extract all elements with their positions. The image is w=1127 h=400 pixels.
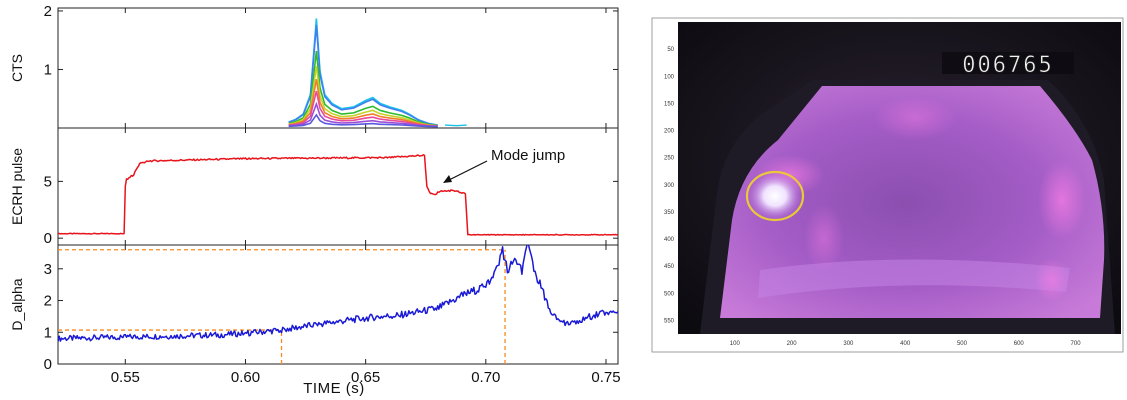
camera-x-ticks: 100 200 300 400 500 600 700	[730, 341, 1081, 347]
x-tick-label-0: 0.55	[111, 369, 140, 386]
camera-x-tick-5: 600	[1014, 341, 1025, 347]
dalpha-panel: 0 1 2 3 D_alpha	[9, 244, 619, 373]
ecrh-frame	[57, 127, 619, 246]
camera-y-tick-4: 250	[664, 156, 675, 162]
camera-y-tick-8: 450	[664, 264, 675, 270]
cts-series-5	[288, 90, 438, 127]
dalpha-ytick-label-3: 3	[44, 261, 52, 278]
plasma-glow-right	[1038, 160, 1086, 240]
camera-x-tick-1: 200	[787, 341, 798, 347]
dalpha-ytick-label-0: 0	[44, 356, 52, 373]
counter-background	[942, 52, 1074, 74]
camera-x-tick-2: 300	[843, 341, 854, 347]
ecrh-plot-area	[58, 154, 618, 236]
x-tick-label-1: 0.60	[231, 369, 260, 386]
cts-ytick-label-1: 2	[44, 3, 52, 20]
arrow-head	[443, 175, 452, 183]
dalpha-ylabel: D_alpha	[9, 278, 25, 330]
camera-y-tick-5: 300	[664, 183, 675, 189]
plasma-glow-lower-right	[1034, 258, 1070, 302]
hot-spot	[747, 171, 803, 221]
ecrh-ylabel: ECRH pulse	[9, 148, 25, 225]
camera-y-tick-3: 200	[664, 129, 675, 135]
time-axis: 0.55 0.60 0.65 0.70 0.75	[111, 369, 621, 386]
cts-frame	[57, 7, 619, 129]
camera-y-tick-9: 500	[664, 291, 675, 297]
ecrh-signal	[58, 154, 618, 236]
cts-series-1	[288, 24, 438, 126]
dalpha-plot-area	[58, 245, 618, 364]
camera-x-tick-0: 100	[730, 341, 741, 347]
plasma-band-lower	[758, 259, 1070, 298]
camera-x-tick-4: 500	[957, 341, 968, 347]
frame-counter: 006765	[962, 53, 1053, 78]
camera-image: 006765 100 200 300 400 500 600 700 50 100 150 200…	[651, 17, 1124, 353]
cts-panel: 1 2 CTS	[9, 3, 619, 129]
annotation-text: Mode jump	[491, 147, 565, 164]
cts-plot-area	[288, 18, 467, 128]
cts-series-4	[288, 79, 438, 127]
cts-ylabel: CTS	[9, 54, 25, 82]
camera-y-tick-6: 350	[664, 210, 675, 216]
ecrh-panel: 0 5 ECRH pulse	[9, 127, 619, 247]
x-tick-label-4: 0.75	[591, 369, 620, 386]
camera-y-tick-10: 550	[664, 318, 675, 324]
camera-y-tick-2: 150	[664, 101, 675, 107]
cts-ytick-label-0: 1	[44, 61, 52, 78]
plasma-glow-lower-left	[804, 204, 844, 272]
camera-x-tick-6: 700	[1071, 341, 1082, 347]
ecrh-ytick-label-0: 0	[44, 230, 52, 247]
camera-y-tick-0: 50	[667, 47, 674, 53]
highlight-circle	[745, 170, 805, 222]
cts-series-6	[288, 101, 438, 128]
x-tick-label-3: 0.70	[471, 369, 500, 386]
camera-x-tick-3: 400	[900, 341, 911, 347]
dalpha-frame	[57, 244, 619, 365]
x-axis-label: TIME (s)	[303, 380, 365, 397]
annotation-arrow	[446, 160, 488, 182]
ecrh-ytick-label-1: 5	[44, 173, 52, 190]
cts-tail	[444, 124, 467, 127]
camera-y-ticks: 50 100 150 200 250 300 350 400 450 500 550	[664, 47, 675, 324]
cts-series-7	[288, 113, 438, 128]
plasma-glow-top	[873, 96, 957, 140]
dalpha-ytick-label-1: 1	[44, 324, 52, 341]
camera-y-tick-7: 400	[664, 237, 675, 243]
dalpha-ytick-label-2: 2	[44, 293, 52, 310]
dalpha-signal	[58, 245, 618, 342]
camera-y-tick-1: 100	[664, 74, 675, 80]
x-tick-label-2: 0.65	[351, 369, 380, 386]
mode-jump-annotation: Mode jump	[443, 147, 565, 183]
